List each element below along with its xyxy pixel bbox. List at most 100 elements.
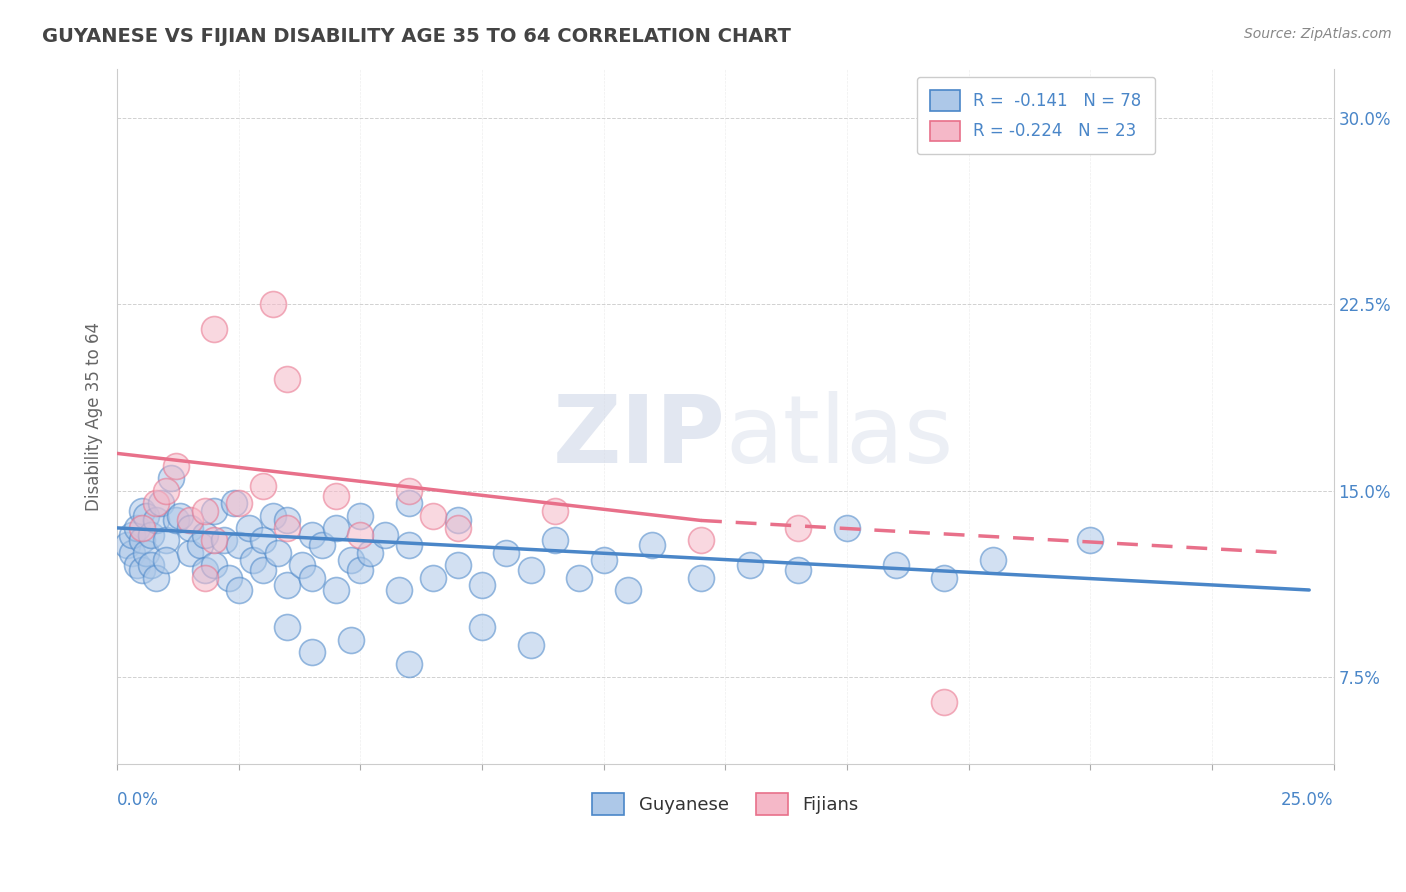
Point	[641, 538, 664, 552]
Point	[568, 571, 591, 585]
Point	[212, 533, 235, 548]
Point	[145, 513, 167, 527]
Point	[155, 483, 177, 498]
Point	[544, 533, 567, 548]
Point	[125, 521, 148, 535]
Point	[135, 546, 157, 560]
Point	[422, 571, 444, 585]
Point	[592, 553, 614, 567]
Point	[238, 521, 260, 535]
Point	[787, 563, 810, 577]
Point	[145, 496, 167, 510]
Point	[276, 513, 298, 527]
Point	[252, 479, 274, 493]
Point	[141, 558, 163, 573]
Point	[276, 521, 298, 535]
Point	[617, 582, 640, 597]
Point	[179, 546, 201, 560]
Point	[301, 571, 323, 585]
Point	[359, 546, 381, 560]
Point	[131, 521, 153, 535]
Point	[121, 528, 143, 542]
Point	[835, 521, 858, 535]
Point	[398, 496, 420, 510]
Text: GUYANESE VS FIJIAN DISABILITY AGE 35 TO 64 CORRELATION CHART: GUYANESE VS FIJIAN DISABILITY AGE 35 TO …	[42, 27, 792, 45]
Point	[495, 546, 517, 560]
Point	[262, 508, 284, 523]
Point	[228, 538, 250, 552]
Point	[738, 558, 761, 573]
Point	[121, 546, 143, 560]
Text: ZIP: ZIP	[553, 391, 725, 483]
Point	[115, 538, 138, 552]
Point	[934, 571, 956, 585]
Point	[301, 645, 323, 659]
Point	[690, 571, 713, 585]
Point	[169, 508, 191, 523]
Text: 25.0%: 25.0%	[1281, 790, 1333, 808]
Point	[374, 528, 396, 542]
Point	[135, 508, 157, 523]
Point	[276, 372, 298, 386]
Y-axis label: Disability Age 35 to 64: Disability Age 35 to 64	[86, 322, 103, 511]
Point	[242, 553, 264, 567]
Point	[252, 563, 274, 577]
Point	[218, 571, 240, 585]
Point	[267, 546, 290, 560]
Point	[981, 553, 1004, 567]
Point	[349, 508, 371, 523]
Point	[149, 496, 172, 510]
Point	[447, 521, 470, 535]
Point	[787, 521, 810, 535]
Point	[398, 538, 420, 552]
Legend: Guyanese, Fijians: Guyanese, Fijians	[582, 784, 868, 824]
Point	[934, 695, 956, 709]
Point	[194, 571, 217, 585]
Point	[194, 503, 217, 517]
Point	[471, 620, 494, 634]
Point	[276, 620, 298, 634]
Point	[291, 558, 314, 573]
Point	[252, 533, 274, 548]
Point	[276, 578, 298, 592]
Point	[204, 322, 226, 336]
Text: Source: ZipAtlas.com: Source: ZipAtlas.com	[1244, 27, 1392, 41]
Point	[222, 496, 245, 510]
Point	[165, 458, 187, 473]
Point	[145, 571, 167, 585]
Point	[519, 563, 541, 577]
Point	[159, 471, 181, 485]
Point	[471, 578, 494, 592]
Point	[349, 563, 371, 577]
Point	[228, 582, 250, 597]
Point	[311, 538, 333, 552]
Text: 0.0%: 0.0%	[117, 790, 159, 808]
Point	[1078, 533, 1101, 548]
Text: atlas: atlas	[725, 391, 953, 483]
Point	[349, 528, 371, 542]
Point	[325, 521, 347, 535]
Point	[194, 528, 217, 542]
Point	[519, 638, 541, 652]
Point	[422, 508, 444, 523]
Point	[388, 582, 411, 597]
Point	[544, 503, 567, 517]
Point	[301, 528, 323, 542]
Point	[131, 533, 153, 548]
Point	[884, 558, 907, 573]
Point	[398, 657, 420, 672]
Point	[325, 489, 347, 503]
Point	[131, 563, 153, 577]
Point	[398, 483, 420, 498]
Point	[262, 297, 284, 311]
Point	[204, 503, 226, 517]
Point	[179, 513, 201, 527]
Point	[204, 558, 226, 573]
Point	[447, 558, 470, 573]
Point	[228, 496, 250, 510]
Point	[179, 521, 201, 535]
Point	[125, 558, 148, 573]
Point	[188, 538, 211, 552]
Point	[339, 553, 361, 567]
Point	[204, 533, 226, 548]
